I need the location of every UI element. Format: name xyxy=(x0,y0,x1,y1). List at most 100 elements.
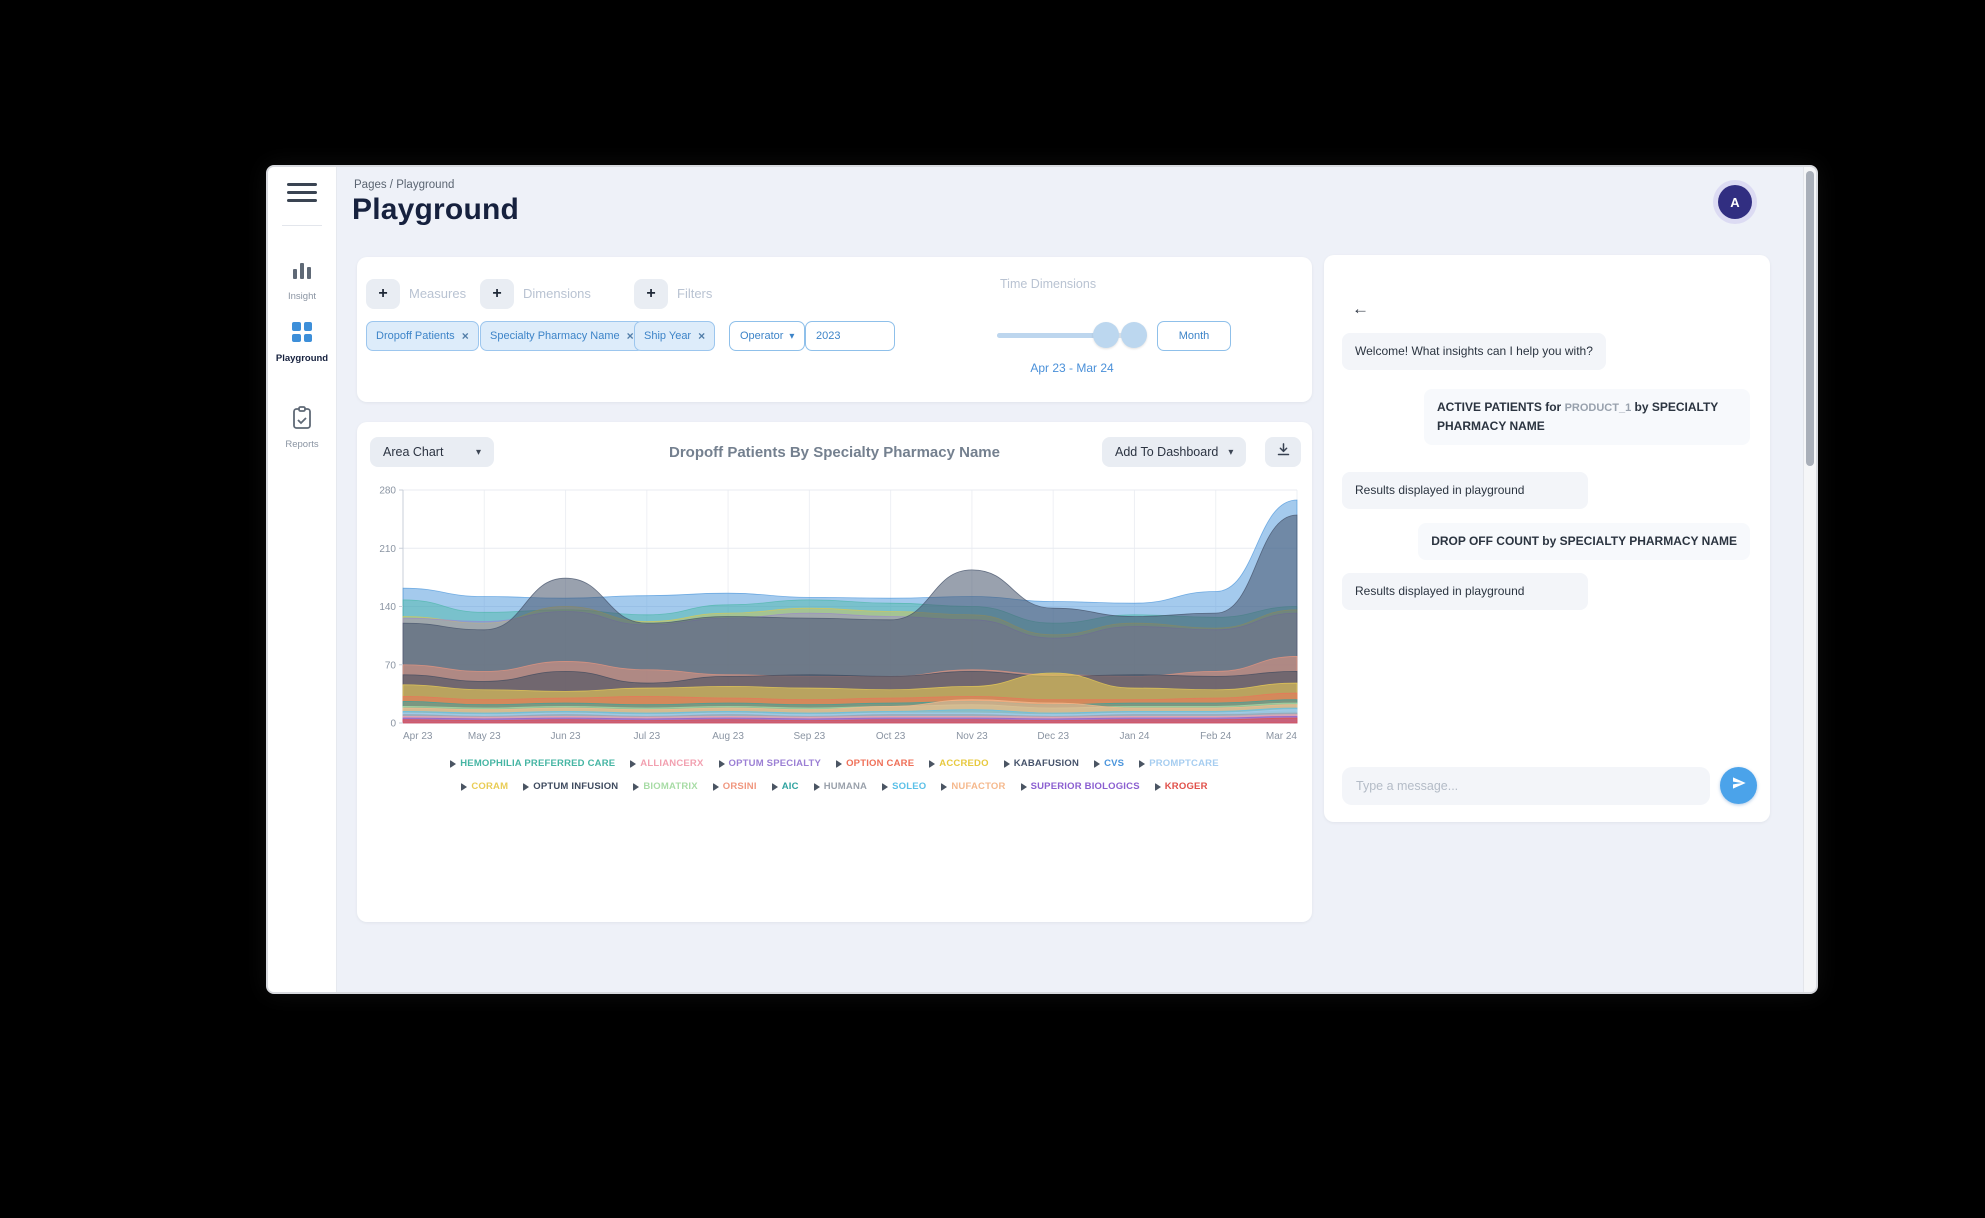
add-filter-button[interactable]: + xyxy=(634,279,668,309)
chat-message-bot: Results displayed in playground xyxy=(1342,573,1588,610)
remove-icon[interactable]: × xyxy=(461,329,469,343)
operator-select[interactable]: Operator ▾ xyxy=(729,321,806,351)
dimension-chip[interactable]: Specialty Pharmacy Name × xyxy=(480,321,644,351)
legend-item[interactable]: HUMANA xyxy=(813,781,867,792)
legend-label: NUFACTOR xyxy=(951,781,1006,792)
slider-handle-end[interactable] xyxy=(1121,322,1147,348)
paper-plane-icon xyxy=(1731,775,1747,796)
time-range-slider[interactable] xyxy=(997,322,1147,348)
svg-text:Mar 24: Mar 24 xyxy=(1266,731,1298,742)
send-button[interactable] xyxy=(1720,767,1757,804)
avatar[interactable]: A xyxy=(1718,185,1752,219)
legend-item[interactable]: SUPERIOR BIOLOGICS xyxy=(1020,781,1140,792)
measure-chip[interactable]: Dropoff Patients × xyxy=(366,321,479,351)
legend-marker-icon xyxy=(450,759,457,768)
chat-message-text: Results displayed in playground xyxy=(1355,483,1525,497)
menu-icon[interactable] xyxy=(287,183,317,207)
sidebar-item-reports[interactable]: Reports xyxy=(268,405,336,450)
legend-label: PROMPTCARE xyxy=(1149,758,1219,769)
legend-item[interactable]: PROMPTCARE xyxy=(1139,758,1219,769)
granularity-select[interactable]: Month xyxy=(1157,321,1231,351)
dimensions-label: Dimensions xyxy=(523,286,591,301)
chevron-down-icon: ▾ xyxy=(475,446,481,458)
sidebar: Insight Playground Reports xyxy=(268,167,337,992)
scrollbar-thumb[interactable] xyxy=(1806,171,1814,466)
scrollbar xyxy=(1803,167,1816,992)
granularity-label: Month xyxy=(1178,330,1210,342)
legend-item[interactable]: ALLIANCERX xyxy=(630,758,703,769)
legend-marker-icon xyxy=(1020,782,1027,791)
legend-label: AIC xyxy=(781,781,799,792)
svg-text:Aug 23: Aug 23 xyxy=(712,731,744,742)
sidebar-item-label: Playground xyxy=(275,353,329,364)
svg-text:May 23: May 23 xyxy=(468,731,501,742)
svg-text:Feb 24: Feb 24 xyxy=(1200,731,1232,742)
add-dimension-button[interactable]: + xyxy=(480,279,514,309)
download-icon xyxy=(1276,442,1291,462)
time-dimensions-label: Time Dimensions xyxy=(1000,277,1097,291)
svg-text:280: 280 xyxy=(379,486,396,497)
chart-type-label: Area Chart xyxy=(383,445,444,459)
chat-panel: ← Welcome! What insights can I help you … xyxy=(1324,255,1770,822)
add-to-dashboard-button[interactable]: Add To Dashboard ▾ xyxy=(1102,437,1247,467)
slider-handle-start[interactable] xyxy=(1093,322,1119,348)
date-range-label: Apr 23 - Mar 24 xyxy=(1030,361,1114,375)
breadcrumb[interactable]: Pages / Playground xyxy=(354,179,455,191)
area-chart-svg: 0 70 140 210 280 Apr 23 May 23 Jun 23 Jul 23 Aug … xyxy=(379,486,1298,742)
legend-item[interactable]: KROGER xyxy=(1154,781,1208,792)
legend-marker-icon xyxy=(929,759,936,768)
legend-item[interactable]: HEMOPHILIA PREFERRED CARE xyxy=(450,758,615,769)
chat-input[interactable] xyxy=(1342,767,1710,805)
legend-label: ALLIANCERX xyxy=(640,758,704,769)
legend-marker-icon xyxy=(633,782,640,791)
legend-item[interactable]: NUFACTOR xyxy=(941,781,1005,792)
sidebar-item-playground[interactable]: Playground xyxy=(268,319,336,364)
chart-title: Dropoff Patients By Specialty Pharmacy N… xyxy=(669,444,1000,461)
legend-marker-icon xyxy=(836,759,843,768)
legend-item[interactable]: AIC xyxy=(771,781,799,792)
measures-label: Measures xyxy=(409,286,467,301)
legend-label: SUPERIOR BIOLOGICS xyxy=(1030,781,1140,792)
svg-text:70: 70 xyxy=(385,660,397,671)
legend-item[interactable]: ACCREDO xyxy=(929,758,989,769)
filter-chip[interactable]: Ship Year × xyxy=(634,321,716,351)
filter-value-input[interactable]: 2023 xyxy=(805,321,895,351)
legend-item[interactable]: SOLEO xyxy=(882,781,926,792)
legend-marker-icon xyxy=(941,782,948,791)
dimension-chip-label: Specialty Pharmacy Name xyxy=(490,330,620,342)
operator-label: Operator xyxy=(740,330,784,342)
legend-label: ACCREDO xyxy=(939,758,989,769)
filter-value: 2023 xyxy=(816,330,841,342)
sidebar-divider xyxy=(282,225,322,226)
chat-message-text: DROP OFF COUNT by SPECIALTY PHARMACY NAM… xyxy=(1431,534,1737,548)
legend-marker-icon xyxy=(1154,782,1161,791)
legend-label: OPTUM INFUSION xyxy=(533,781,619,792)
chevron-down-icon: ▾ xyxy=(1228,446,1234,458)
sidebar-item-insight[interactable]: Insight xyxy=(268,259,336,302)
chart-series xyxy=(402,499,1298,724)
svg-text:Jan 24: Jan 24 xyxy=(1119,731,1149,742)
remove-icon[interactable]: × xyxy=(698,329,706,343)
add-to-dashboard-label: Add To Dashboard xyxy=(1115,445,1219,459)
chart-legend-row-2: CORAM OPTUM INFUSION BIOMATRIX ORSINI AIC HUM… xyxy=(357,781,1312,792)
legend-item[interactable]: ORSINI xyxy=(712,781,757,792)
remove-icon[interactable]: × xyxy=(626,329,634,343)
legend-item[interactable]: CVS xyxy=(1094,758,1124,769)
slider-fill xyxy=(997,333,1105,338)
add-measure-button[interactable]: + xyxy=(366,279,400,309)
clipboard-icon xyxy=(290,406,314,435)
legend-item[interactable]: OPTUM INFUSION xyxy=(523,781,618,792)
legend-marker-icon xyxy=(1139,759,1146,768)
back-arrow-icon[interactable]: ← xyxy=(1352,299,1369,318)
grid-icon xyxy=(289,322,315,349)
chart-type-select[interactable]: Area Chart ▾ xyxy=(370,437,494,467)
legend-label: CORAM xyxy=(471,781,509,792)
legend-item[interactable]: OPTION CARE xyxy=(836,758,914,769)
legend-item[interactable]: KABAFUSION xyxy=(1003,758,1080,769)
legend-marker-icon xyxy=(882,782,889,791)
download-chart-button[interactable] xyxy=(1265,437,1301,467)
legend-item[interactable]: OPTUM SPECIALTY xyxy=(718,758,822,769)
legend-item[interactable]: CORAM xyxy=(461,781,508,792)
legend-label: KABAFUSION xyxy=(1013,758,1080,769)
legend-item[interactable]: BIOMATRIX xyxy=(633,781,698,792)
